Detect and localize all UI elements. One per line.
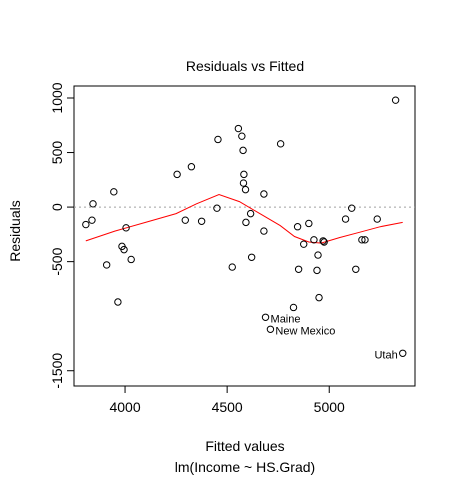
data-point (228, 263, 236, 271)
data-point (399, 349, 407, 357)
data-point (313, 266, 321, 275)
data-point (181, 216, 189, 224)
data-point (320, 238, 328, 246)
data-point (88, 216, 96, 224)
data-point (238, 132, 246, 140)
data-point (293, 223, 302, 231)
data-point (187, 163, 196, 171)
data-point (197, 217, 206, 225)
smooth-line (85, 193, 403, 244)
y-tick-label: 0 (49, 203, 65, 211)
data-point (391, 96, 400, 104)
data-point (294, 265, 303, 273)
data-point (276, 140, 285, 148)
data-point (114, 298, 122, 306)
y-tick-label: 1000 (49, 82, 65, 113)
data-point (246, 209, 255, 218)
data-point (239, 146, 247, 155)
data-point (358, 236, 366, 244)
data-point (314, 251, 322, 259)
data-point (361, 236, 369, 244)
data-point (266, 325, 275, 333)
chart-title: Residuals vs Fitted (186, 58, 304, 74)
x-tick-label: 5000 (314, 399, 345, 415)
data-point (214, 135, 222, 144)
data-point (240, 170, 248, 179)
data-points (82, 96, 407, 357)
data-point (102, 261, 111, 269)
data-point (234, 124, 243, 133)
data-point (120, 245, 128, 254)
x-axis-label: Fitted values (205, 438, 284, 454)
data-point (315, 293, 323, 302)
data-point (352, 265, 360, 273)
data-point (89, 200, 97, 208)
data-point (241, 185, 250, 194)
data-point (82, 220, 90, 229)
plot-frame (73, 85, 416, 387)
data-point (260, 190, 268, 198)
point-annotation: Utah (374, 349, 397, 361)
y-tick-label: -500 (49, 247, 65, 275)
chart-subtitle: lm(Income ~ HS.Grad) (175, 459, 315, 475)
axes: 4000 4500 5000 -1500 -500 0 500 1000 (49, 82, 345, 415)
data-point (213, 204, 221, 212)
data-point (348, 204, 356, 212)
data-point (110, 188, 118, 196)
data-point (239, 179, 248, 187)
data-point (247, 253, 256, 261)
y-tick-label: 500 (49, 141, 65, 165)
smooth-curve (85, 193, 403, 244)
data-point (305, 219, 313, 228)
y-tick-label: -1500 (49, 353, 65, 389)
data-point (373, 215, 381, 223)
data-point (289, 303, 298, 312)
data-point (122, 224, 130, 232)
point-annotation: New Mexico (275, 325, 335, 337)
x-tick-label: 4000 (109, 399, 140, 415)
data-point (341, 215, 350, 223)
data-point (127, 255, 135, 264)
y-axis-label: Residuals (7, 200, 23, 261)
data-point (242, 218, 250, 227)
data-point (261, 313, 270, 321)
point-annotation: Maine (271, 313, 301, 325)
x-tick-label: 4500 (212, 399, 243, 415)
data-point (319, 237, 327, 245)
data-point (173, 170, 181, 179)
data-point (300, 240, 308, 248)
plot-area (73, 85, 416, 387)
data-point (260, 227, 268, 235)
data-point (310, 236, 318, 244)
